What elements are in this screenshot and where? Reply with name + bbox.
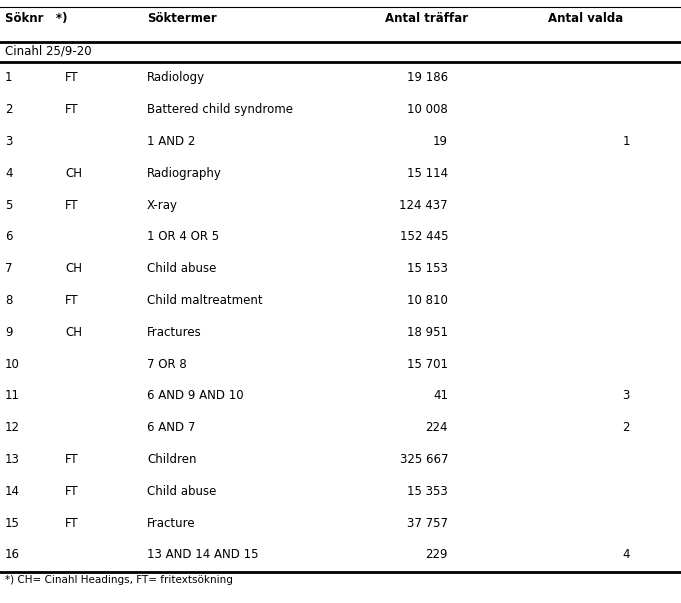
Text: 2: 2 [5,103,12,116]
Text: Radiology: Radiology [147,71,205,84]
Text: 8: 8 [5,294,12,307]
Text: Children: Children [147,453,197,466]
Text: 18 951: 18 951 [407,326,448,339]
Text: CH: CH [65,167,82,180]
Text: FT: FT [65,517,78,529]
Text: Child abuse: Child abuse [147,262,217,275]
Text: 6: 6 [5,230,12,244]
Text: Söktermer: Söktermer [147,12,217,25]
Text: 10 008: 10 008 [407,103,448,116]
Text: 4: 4 [5,167,12,180]
Text: FT: FT [65,453,78,466]
Text: FT: FT [65,198,78,212]
Text: 6 AND 9 AND 10: 6 AND 9 AND 10 [147,390,244,402]
Text: 1 AND 2: 1 AND 2 [147,135,195,148]
Text: 6 AND 7: 6 AND 7 [147,421,195,434]
Text: 1: 1 [5,71,12,84]
Text: 11: 11 [5,390,20,402]
Text: FT: FT [65,485,78,498]
Text: 1 OR 4 OR 5: 1 OR 4 OR 5 [147,230,219,244]
Text: 12: 12 [5,421,20,434]
Text: 15: 15 [5,517,20,529]
Text: 15 353: 15 353 [407,485,448,498]
Text: CH: CH [65,262,82,275]
Text: 13: 13 [5,453,20,466]
Text: 152 445: 152 445 [400,230,448,244]
Text: Child maltreatment: Child maltreatment [147,294,263,307]
Text: 19: 19 [433,135,448,148]
Text: 1: 1 [622,135,630,148]
Text: Antal valda: Antal valda [548,12,623,25]
Text: 14: 14 [5,485,20,498]
Text: X-ray: X-ray [147,198,178,212]
Text: 37 757: 37 757 [407,517,448,529]
Text: 3: 3 [622,390,630,402]
Text: 124 437: 124 437 [399,198,448,212]
Text: FT: FT [65,71,78,84]
Text: 10 810: 10 810 [407,294,448,307]
Text: 224: 224 [426,421,448,434]
Text: 229: 229 [426,548,448,561]
Text: 19 186: 19 186 [407,71,448,84]
Text: Cinahl 25/9-20: Cinahl 25/9-20 [5,45,92,58]
Text: Radiography: Radiography [147,167,222,180]
Text: Fractures: Fractures [147,326,202,339]
Text: 7: 7 [5,262,12,275]
Text: 2: 2 [622,421,630,434]
Text: FT: FT [65,294,78,307]
Text: 15 114: 15 114 [407,167,448,180]
Text: Fracture: Fracture [147,517,195,529]
Text: 16: 16 [5,548,20,561]
Text: 325 667: 325 667 [400,453,448,466]
Text: 15 701: 15 701 [407,358,448,371]
Text: 5: 5 [5,198,12,212]
Text: FT: FT [65,103,78,116]
Text: Antal träffar: Antal träffar [385,12,468,25]
Text: 15 153: 15 153 [407,262,448,275]
Text: 4: 4 [622,548,630,561]
Text: Child abuse: Child abuse [147,485,217,498]
Text: 10: 10 [5,358,20,371]
Text: 7 OR 8: 7 OR 8 [147,358,187,371]
Text: Söknr   *): Söknr *) [5,12,67,25]
Text: CH: CH [65,326,82,339]
Text: Battered child syndrome: Battered child syndrome [147,103,293,116]
Text: 3: 3 [5,135,12,148]
Text: 9: 9 [5,326,12,339]
Text: 41: 41 [433,390,448,402]
Text: 13 AND 14 AND 15: 13 AND 14 AND 15 [147,548,259,561]
Text: *) CH= Cinahl Headings, FT= fritextsökning: *) CH= Cinahl Headings, FT= fritextsökni… [5,575,233,585]
